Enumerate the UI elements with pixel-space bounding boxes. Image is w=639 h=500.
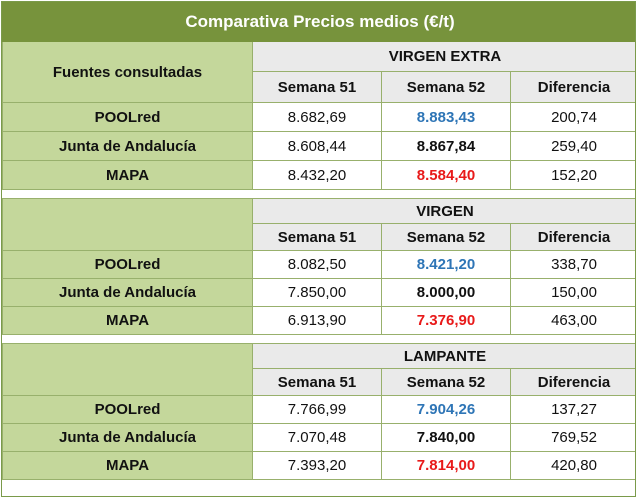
week51-value: 8.608,44 xyxy=(252,131,382,161)
week51-value: 8.082,50 xyxy=(252,250,382,279)
week52-value: 7.814,00 xyxy=(381,451,511,480)
col-header-week51: Semana 51 xyxy=(252,71,382,103)
week51-value: 7.766,99 xyxy=(252,395,382,424)
sources-header-blank xyxy=(2,343,253,396)
source-cell: Junta de Andalucía xyxy=(2,131,253,161)
week51-value: 7.393,20 xyxy=(252,451,382,480)
col-header-difference: Diferencia xyxy=(509,223,635,251)
col-header-difference: Diferencia xyxy=(509,71,635,103)
table-row: Junta de Andalucía 8.608,44 8.867,84 259… xyxy=(2,131,635,161)
col-header-week52: Semana 52 xyxy=(381,368,511,396)
table-row: Junta de Andalucía 7.070,48 7.840,00 769… xyxy=(2,423,635,452)
table-row: POOLred 8.682,69 8.883,43 200,74 xyxy=(2,102,635,132)
table-row: POOLred 8.082,50 8.421,20 338,70 xyxy=(2,250,635,279)
table-row: MAPA 6.913,90 7.376,90 463,00 xyxy=(2,306,635,335)
source-cell: POOLred xyxy=(2,250,253,279)
source-cell: POOLred xyxy=(2,102,253,132)
table-row: Junta de Andalucía 7.850,00 8.000,00 150… xyxy=(2,278,635,307)
source-cell: Junta de Andalucía xyxy=(2,278,253,307)
week51-value: 7.070,48 xyxy=(252,423,382,452)
week52-value: 7.840,00 xyxy=(381,423,511,452)
week52-value: 8.421,20 xyxy=(381,250,511,279)
week51-value: 6.913,90 xyxy=(252,306,382,335)
source-cell: POOLred xyxy=(2,395,253,424)
difference-value: 150,00 xyxy=(509,278,635,307)
section-separator xyxy=(2,334,635,344)
week52-value: 8.584,40 xyxy=(381,160,511,190)
price-comparison-table: Comparativa Precios medios (€/t) Fuentes… xyxy=(2,2,635,480)
difference-value: 152,20 xyxy=(509,160,635,190)
col-header-difference: Diferencia xyxy=(509,368,635,396)
week52-value: 8.883,43 xyxy=(381,102,511,132)
source-cell: MAPA xyxy=(2,306,253,335)
col-header-week51: Semana 51 xyxy=(252,223,382,251)
section-title-virgen: VIRGEN xyxy=(251,198,635,224)
section-separator xyxy=(2,189,635,199)
difference-value: 259,40 xyxy=(509,131,635,161)
week52-value: 8.867,84 xyxy=(381,131,511,161)
col-header-week51: Semana 51 xyxy=(252,368,382,396)
source-cell: MAPA xyxy=(2,160,253,190)
source-cell: MAPA xyxy=(2,451,253,480)
difference-value: 769,52 xyxy=(509,423,635,452)
week52-value: 7.904,26 xyxy=(381,395,511,424)
col-header-week52: Semana 52 xyxy=(381,223,511,251)
section-title-virgen-extra: VIRGEN EXTRA xyxy=(251,41,635,72)
week52-value: 8.000,00 xyxy=(381,278,511,307)
week51-value: 8.432,20 xyxy=(252,160,382,190)
difference-value: 463,00 xyxy=(509,306,635,335)
table-row: MAPA 7.393,20 7.814,00 420,80 xyxy=(2,451,635,480)
sources-header-blank xyxy=(2,198,253,251)
difference-value: 137,27 xyxy=(509,395,635,424)
col-header-week52: Semana 52 xyxy=(381,71,511,103)
table-row: POOLred 7.766,99 7.904,26 137,27 xyxy=(2,395,635,424)
difference-value: 200,74 xyxy=(509,102,635,132)
difference-value: 420,80 xyxy=(509,451,635,480)
sources-header: Fuentes consultadas xyxy=(2,41,253,103)
section-title-lampante: LAMPANTE xyxy=(251,343,635,369)
difference-value: 338,70 xyxy=(509,250,635,279)
week51-value: 8.682,69 xyxy=(252,102,382,132)
week51-value: 7.850,00 xyxy=(252,278,382,307)
week52-value: 7.376,90 xyxy=(381,306,511,335)
table-row: MAPA 8.432,20 8.584,40 152,20 xyxy=(2,160,635,190)
source-cell: Junta de Andalucía xyxy=(2,423,253,452)
table-title: Comparativa Precios medios (€/t) xyxy=(2,2,635,42)
